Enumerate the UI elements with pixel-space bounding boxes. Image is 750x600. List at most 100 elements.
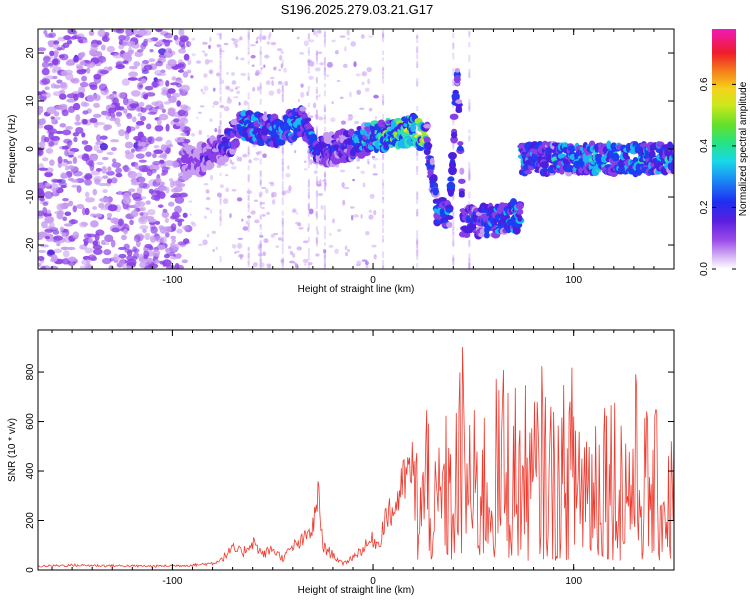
spectrogram-streak bbox=[452, 80, 455, 86]
spectrogram-cell bbox=[71, 184, 79, 188]
spectrogram-cell bbox=[303, 40, 309, 47]
spectrogram-cell bbox=[62, 249, 70, 258]
y-tick-label: 20 bbox=[25, 47, 36, 59]
spectrogram-cell bbox=[38, 262, 42, 268]
spectrogram-streak bbox=[219, 194, 222, 199]
spectrogram-streak bbox=[281, 85, 284, 91]
spectrogram-cell bbox=[88, 160, 95, 168]
spectrogram-cell bbox=[344, 252, 348, 257]
colorbar-tick-label: 0.4 bbox=[699, 139, 710, 153]
spectrogram-cell bbox=[203, 73, 208, 78]
spectrogram-cell bbox=[234, 38, 240, 43]
spectrogram-cell bbox=[115, 111, 123, 117]
spectrogram-cell bbox=[176, 100, 182, 107]
spectrogram-streak bbox=[247, 147, 250, 151]
spectrogram-cell bbox=[44, 215, 55, 224]
spectrogram-streak bbox=[315, 203, 318, 210]
spectrogram-streak bbox=[281, 94, 284, 103]
spectrogram-cell bbox=[38, 249, 47, 253]
spectrogram-cell bbox=[106, 151, 114, 155]
spectrogram-streak bbox=[259, 171, 262, 179]
spectrogram-cell bbox=[43, 124, 54, 131]
spectrogram-streak bbox=[315, 236, 318, 243]
spectrogram-cell bbox=[141, 69, 149, 74]
spectrogram-cell bbox=[101, 35, 110, 43]
spectrogram-cell bbox=[260, 206, 265, 209]
spectrogram-streak bbox=[247, 202, 250, 209]
spectrogram-cell bbox=[135, 106, 142, 113]
spectrogram-cell bbox=[350, 214, 354, 221]
spectrogram-cell bbox=[42, 56, 51, 63]
snr-ticks: -100 0 100 0 200 400 600 800 bbox=[25, 330, 675, 587]
spectrogram-cell bbox=[181, 225, 189, 230]
spectrogram-cell bbox=[101, 166, 107, 174]
spectrogram-cell bbox=[126, 102, 132, 110]
spectrogram-cell bbox=[276, 48, 283, 52]
spectrogram-streak bbox=[468, 173, 471, 180]
spectrogram-cell bbox=[115, 172, 123, 178]
spectrogram-streak bbox=[323, 174, 326, 182]
spectrogram-streak bbox=[247, 216, 250, 220]
spectrogram-streak bbox=[468, 239, 471, 246]
spectrogram-cell bbox=[146, 136, 153, 143]
spectrogram-streak bbox=[323, 37, 326, 45]
spectrogram-cell bbox=[161, 108, 166, 114]
spectrogram-streak bbox=[452, 211, 455, 216]
spectrogram-cell bbox=[98, 182, 108, 187]
spectrogram-cell bbox=[288, 185, 292, 192]
spectrogram-streak bbox=[281, 234, 284, 239]
spectrogram-cell bbox=[128, 65, 138, 70]
spectrogram-cell bbox=[147, 208, 156, 216]
spectrogram-cell bbox=[110, 239, 116, 248]
spectrogram-streak bbox=[247, 165, 250, 171]
spectrogram-cell bbox=[94, 50, 102, 57]
spectrogram-cell bbox=[309, 158, 313, 165]
spectrogram-ridge-cell bbox=[423, 136, 431, 144]
spectrogram-cell bbox=[273, 233, 279, 236]
spectrogram-cell bbox=[68, 150, 75, 155]
spectrogram-cell bbox=[235, 86, 240, 89]
spectrogram-cell bbox=[234, 87, 238, 90]
spectrogram-cell bbox=[232, 40, 238, 45]
spectrogram-cell bbox=[106, 95, 112, 100]
spectrogram-streak bbox=[247, 92, 250, 96]
spectrogram-cell bbox=[93, 73, 102, 80]
colorbar-tick-label: 0.6 bbox=[699, 77, 710, 91]
spectrogram-cell bbox=[230, 166, 237, 170]
spectrogram-cell bbox=[162, 259, 172, 267]
spectrogram-cell bbox=[328, 244, 334, 248]
spectrogram-streak bbox=[382, 34, 385, 43]
spectrogram-cell bbox=[39, 197, 45, 202]
spectrogram-streak bbox=[323, 83, 326, 88]
spectrogram-cell bbox=[114, 117, 121, 125]
spectrogram-streak bbox=[219, 88, 222, 95]
spectrogram-cell bbox=[236, 250, 240, 253]
spectrogram-cell bbox=[223, 42, 229, 46]
spectrogram-cell bbox=[178, 29, 185, 37]
spectrogram-ridge-cell bbox=[453, 74, 461, 84]
spectrogram-image bbox=[38, 29, 674, 269]
spectrogram-cell bbox=[344, 245, 348, 251]
spectrogram-streak bbox=[323, 35, 326, 44]
spectrogram-cell bbox=[223, 106, 230, 112]
spectrogram-streak bbox=[382, 214, 385, 219]
spectrogram-cell bbox=[112, 97, 119, 105]
spectrogram-cell bbox=[308, 75, 314, 80]
spectrogram-ridge-cell bbox=[450, 131, 458, 139]
spectrogram-cell bbox=[45, 225, 54, 230]
spectrogram-streak bbox=[416, 36, 419, 43]
spectrogram-cell bbox=[266, 211, 270, 215]
spectrogram-cell bbox=[62, 129, 72, 136]
spectrogram-cell bbox=[130, 209, 139, 218]
spectrogram-cell bbox=[102, 175, 109, 179]
spectrogram-cell bbox=[278, 69, 282, 72]
spectrogram-cell bbox=[173, 118, 180, 123]
spectrogram-cell bbox=[111, 227, 120, 233]
spectrogram-cell bbox=[122, 60, 129, 64]
spectrogram-streak bbox=[281, 210, 284, 216]
spectrogram-cell bbox=[165, 232, 170, 238]
spectrogram-streak bbox=[315, 94, 318, 99]
spectrogram-streak bbox=[416, 166, 419, 172]
spectrogram-cell bbox=[99, 197, 110, 203]
spectrogram-cell bbox=[225, 85, 231, 91]
